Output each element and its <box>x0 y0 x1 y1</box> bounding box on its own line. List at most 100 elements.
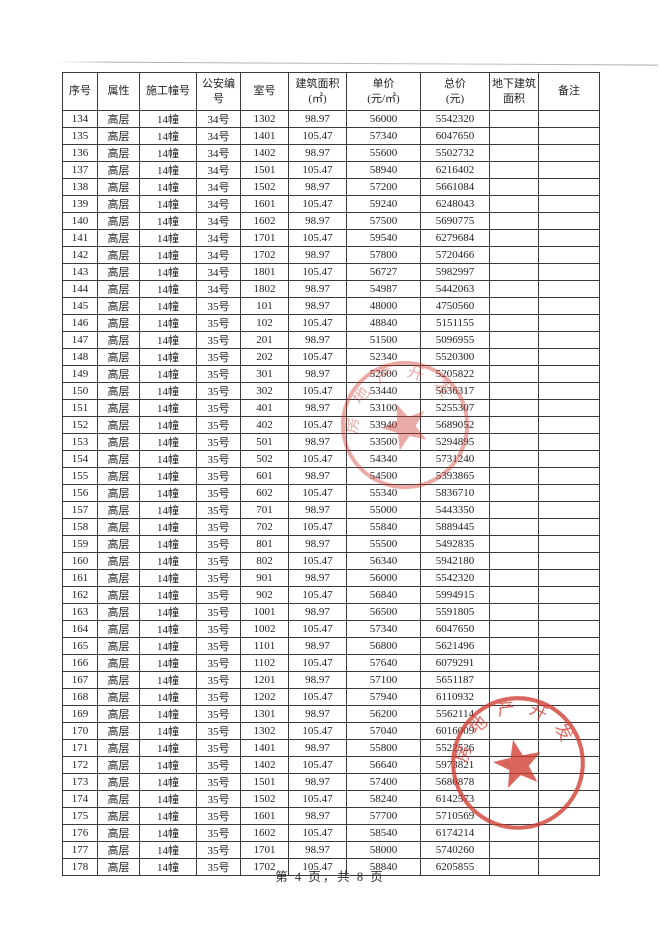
cell-xuhao: 140 <box>62 212 98 230</box>
cell-danjia: 58840 <box>346 858 421 876</box>
table-row: 147 高层 14幢 35号 201 98.97 51500 5096955 <box>62 331 600 349</box>
cell-shuxing: 高层 <box>97 229 140 247</box>
cell-danjia: 58000 <box>346 841 421 859</box>
cell-danjia: 56727 <box>346 263 421 281</box>
cell-mianji: 98.97 <box>288 331 347 349</box>
cell-danjia: 53100 <box>346 399 421 417</box>
cell-shuxing: 高层 <box>97 620 140 638</box>
cell-mianji: 105.47 <box>288 416 347 434</box>
cell-beizhu <box>538 467 600 485</box>
cell-gongan: 35号 <box>196 518 241 536</box>
cell-shihao: 902 <box>240 586 289 604</box>
cell-danjia: 57200 <box>346 178 421 196</box>
cell-gongan: 35号 <box>196 569 241 587</box>
cell-xuhao: 150 <box>62 382 98 400</box>
table-row: 177 高层 14幢 35号 1701 98.97 58000 5740260 <box>62 841 600 859</box>
cell-mianji: 105.47 <box>288 620 347 638</box>
table-row: 154 高层 14幢 35号 502 105.47 54340 5731240 <box>62 450 600 468</box>
col-header-zongjia: 总价 (元) <box>420 72 490 111</box>
cell-dixia <box>489 416 539 434</box>
cell-zongjia: 5205822 <box>420 365 490 383</box>
cell-gongan: 35号 <box>196 348 241 366</box>
cell-xuhao: 170 <box>62 722 98 740</box>
cell-gongan: 34号 <box>196 195 241 213</box>
cell-shigong: 14幢 <box>139 382 197 400</box>
cell-beizhu <box>538 552 600 570</box>
cell-shigong: 14幢 <box>139 110 197 128</box>
cell-danjia: 57500 <box>346 212 421 230</box>
cell-mianji: 98.97 <box>288 280 347 298</box>
cell-danjia: 55600 <box>346 144 421 162</box>
cell-shihao: 1001 <box>240 603 289 621</box>
cell-dixia <box>489 382 539 400</box>
cell-gongan: 35号 <box>196 501 241 519</box>
cell-shigong: 14幢 <box>139 654 197 672</box>
cell-dixia <box>489 620 539 638</box>
cell-beizhu <box>538 280 600 298</box>
cell-shihao: 602 <box>240 484 289 502</box>
cell-zongjia: 5542320 <box>420 110 490 128</box>
cell-mianji: 98.97 <box>288 365 347 383</box>
cell-shihao: 201 <box>240 331 289 349</box>
cell-shigong: 14幢 <box>139 518 197 536</box>
cell-xuhao: 145 <box>62 297 98 315</box>
cell-shuxing: 高层 <box>97 739 140 757</box>
cell-shihao: 1702 <box>240 246 289 264</box>
col-header-beizhu: 备注 <box>538 72 600 111</box>
cell-xuhao: 175 <box>62 807 98 825</box>
cell-dixia <box>489 229 539 247</box>
cell-danjia: 56800 <box>346 637 421 655</box>
cell-zongjia: 6248043 <box>420 195 490 213</box>
cell-beizhu <box>538 178 600 196</box>
cell-mianji: 98.97 <box>288 297 347 315</box>
cell-dixia <box>489 297 539 315</box>
cell-shigong: 14幢 <box>139 858 197 876</box>
cell-danjia: 52600 <box>346 365 421 383</box>
cell-mianji: 105.47 <box>288 127 347 145</box>
cell-shigong: 14幢 <box>139 824 197 842</box>
cell-shuxing: 高层 <box>97 110 140 128</box>
cell-shigong: 14幢 <box>139 501 197 519</box>
cell-mianji: 98.97 <box>288 433 347 451</box>
cell-shigong: 14幢 <box>139 195 197 213</box>
cell-gongan: 35号 <box>196 603 241 621</box>
cell-shihao: 1402 <box>240 756 289 774</box>
cell-shuxing: 高层 <box>97 450 140 468</box>
cell-shuxing: 高层 <box>97 773 140 791</box>
cell-shigong: 14幢 <box>139 399 197 417</box>
cell-xuhao: 171 <box>62 739 98 757</box>
table-row: 176 高层 14幢 35号 1602 105.47 58540 6174214 <box>62 824 600 842</box>
cell-shihao: 401 <box>240 399 289 417</box>
cell-shihao: 1601 <box>240 807 289 825</box>
cell-zongjia: 5492835 <box>420 535 490 553</box>
cell-dixia <box>489 807 539 825</box>
cell-shihao: 1301 <box>240 705 289 723</box>
cell-mianji: 105.47 <box>288 161 347 179</box>
cell-mianji: 105.47 <box>288 450 347 468</box>
cell-shuxing: 高层 <box>97 841 140 859</box>
cell-xuhao: 176 <box>62 824 98 842</box>
cell-shigong: 14幢 <box>139 773 197 791</box>
cell-shigong: 14幢 <box>139 705 197 723</box>
cell-danjia: 57340 <box>346 127 421 145</box>
cell-xuhao: 151 <box>62 399 98 417</box>
cell-beizhu <box>538 246 600 264</box>
cell-zongjia: 5994915 <box>420 586 490 604</box>
cell-xuhao: 172 <box>62 756 98 774</box>
table-row: 157 高层 14幢 35号 701 98.97 55000 5443350 <box>62 501 600 519</box>
cell-xuhao: 136 <box>62 144 98 162</box>
table-row: 169 高层 14幢 35号 1301 98.97 56200 5562114 <box>62 705 600 723</box>
cell-mianji: 105.47 <box>288 314 347 332</box>
table-header: 序号 属性 施工幢号 公安编号 室号 建筑面积 (㎡) 单价 (元/㎡) 总价 (元) 地下建筑面积备… <box>62 72 600 111</box>
cell-zongjia: 5889445 <box>420 518 490 536</box>
table-row: 155 高层 14幢 35号 601 98.97 54500 5393865 <box>62 467 600 485</box>
cell-gongan: 35号 <box>196 484 241 502</box>
cell-gongan: 35号 <box>196 671 241 689</box>
cell-gongan: 35号 <box>196 637 241 655</box>
cell-danjia: 56340 <box>346 552 421 570</box>
cell-shihao: 1402 <box>240 144 289 162</box>
cell-dixia <box>489 790 539 808</box>
table-row: 153 高层 14幢 35号 501 98.97 53500 5294895 <box>62 433 600 451</box>
cell-mianji: 98.97 <box>288 773 347 791</box>
cell-zongjia: 5562114 <box>420 705 490 723</box>
